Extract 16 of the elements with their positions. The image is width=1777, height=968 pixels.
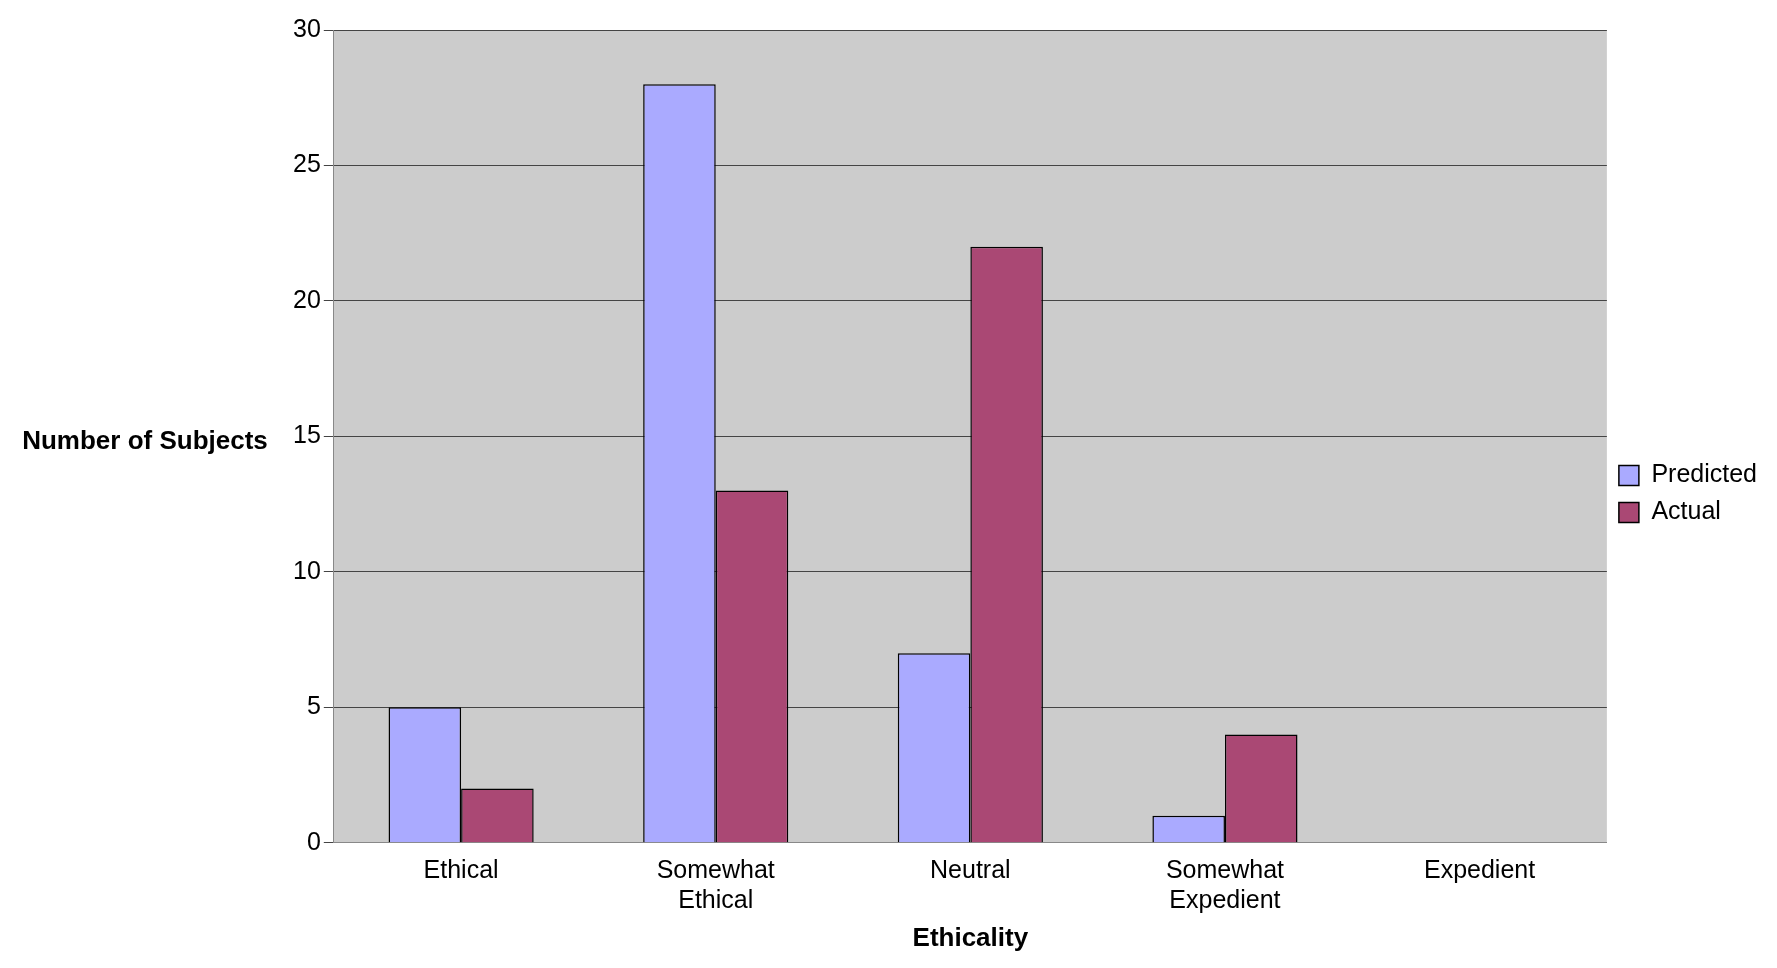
y-tick-label: 20: [293, 284, 321, 313]
x-tick-label: Expedient: [1423, 854, 1536, 883]
x-tick-label: Neutral: [930, 854, 1011, 883]
y-tick-label: 30: [293, 13, 321, 42]
x-tick-label: Somewhat Expedient: [1165, 854, 1285, 913]
y-tick-label: 10: [293, 555, 321, 584]
x-axis-title: Ethicality: [912, 921, 1029, 952]
legend-label: Predicted: [1651, 459, 1758, 488]
x-tick-label: Somewhat Ethical: [656, 854, 775, 913]
y-tick-label: 5: [306, 691, 321, 720]
y-axis-title: Number of Subjects: [21, 425, 269, 456]
legend-label: Actual: [1651, 496, 1721, 525]
y-tick-label: 15: [293, 420, 321, 449]
y-tick-label: 25: [293, 149, 321, 178]
x-tick-label: Ethical: [423, 854, 499, 883]
y-tick-label: 0: [306, 826, 321, 855]
